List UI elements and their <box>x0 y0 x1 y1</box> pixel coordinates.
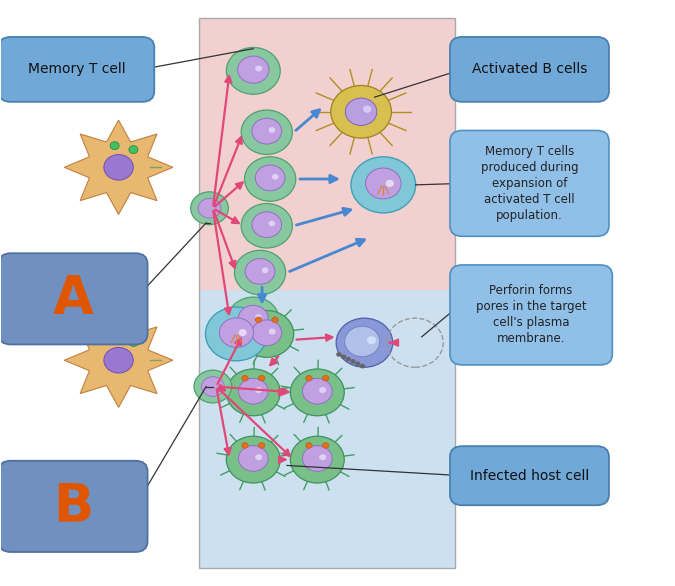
Polygon shape <box>64 120 173 214</box>
Text: Perforin forms
pores in the target
cell's plasma
membrane.: Perforin forms pores in the target cell'… <box>476 284 587 345</box>
FancyBboxPatch shape <box>0 253 148 345</box>
FancyBboxPatch shape <box>0 461 148 552</box>
Circle shape <box>366 168 401 199</box>
Circle shape <box>290 436 344 483</box>
Circle shape <box>205 307 267 361</box>
Circle shape <box>252 212 281 237</box>
Circle shape <box>238 379 268 404</box>
Circle shape <box>269 221 275 226</box>
Circle shape <box>336 352 342 357</box>
Circle shape <box>239 329 246 336</box>
Circle shape <box>255 454 262 461</box>
Circle shape <box>255 314 262 320</box>
Circle shape <box>238 445 268 471</box>
Circle shape <box>129 339 138 346</box>
Text: Activated B cells: Activated B cells <box>472 62 587 76</box>
Circle shape <box>302 379 332 404</box>
Circle shape <box>242 376 248 381</box>
Circle shape <box>319 454 326 461</box>
Circle shape <box>241 110 292 155</box>
Circle shape <box>226 369 280 416</box>
Circle shape <box>129 146 138 154</box>
Circle shape <box>245 258 275 284</box>
FancyBboxPatch shape <box>450 37 609 102</box>
Circle shape <box>227 297 279 342</box>
Circle shape <box>259 442 265 448</box>
Circle shape <box>242 442 248 448</box>
Text: Infected host cell: Infected host cell <box>470 469 589 483</box>
FancyBboxPatch shape <box>450 131 609 236</box>
Text: A: A <box>53 273 94 325</box>
FancyBboxPatch shape <box>450 265 612 365</box>
Circle shape <box>272 317 278 322</box>
Circle shape <box>331 86 392 138</box>
Circle shape <box>346 98 377 125</box>
Circle shape <box>306 376 313 381</box>
Circle shape <box>363 105 371 113</box>
Circle shape <box>110 142 119 149</box>
Circle shape <box>255 317 262 322</box>
Circle shape <box>350 359 356 364</box>
FancyBboxPatch shape <box>199 18 456 290</box>
Circle shape <box>194 370 232 403</box>
Circle shape <box>252 118 281 144</box>
Circle shape <box>255 387 262 393</box>
Circle shape <box>202 377 224 396</box>
Circle shape <box>234 250 286 295</box>
Text: Memory T cell: Memory T cell <box>28 62 126 76</box>
Circle shape <box>110 335 119 343</box>
Circle shape <box>238 56 269 83</box>
Circle shape <box>385 180 394 187</box>
Circle shape <box>269 329 275 335</box>
FancyBboxPatch shape <box>199 290 456 568</box>
Circle shape <box>219 318 254 347</box>
Circle shape <box>336 318 393 367</box>
Circle shape <box>104 347 133 373</box>
Circle shape <box>272 174 279 180</box>
Circle shape <box>306 442 313 448</box>
Circle shape <box>240 311 294 357</box>
Circle shape <box>198 199 221 218</box>
Circle shape <box>355 362 360 366</box>
Circle shape <box>290 369 344 416</box>
Circle shape <box>190 192 228 224</box>
Circle shape <box>346 357 351 362</box>
Circle shape <box>226 47 280 94</box>
Circle shape <box>269 127 275 133</box>
Circle shape <box>367 336 376 344</box>
Circle shape <box>104 155 133 180</box>
Circle shape <box>255 165 285 191</box>
Circle shape <box>255 66 262 71</box>
Circle shape <box>345 326 380 357</box>
Circle shape <box>226 436 280 483</box>
FancyBboxPatch shape <box>0 37 155 102</box>
Circle shape <box>319 387 326 393</box>
Text: Memory T cells
produced during
expansion of
activated T cell
population.: Memory T cells produced during expansion… <box>481 145 578 222</box>
Polygon shape <box>64 313 173 407</box>
Circle shape <box>252 320 281 346</box>
Circle shape <box>244 157 296 201</box>
Circle shape <box>259 376 265 381</box>
Circle shape <box>323 376 329 381</box>
Circle shape <box>262 267 269 273</box>
Circle shape <box>241 203 292 248</box>
FancyBboxPatch shape <box>450 446 609 505</box>
Circle shape <box>302 445 332 471</box>
Circle shape <box>238 305 268 331</box>
Circle shape <box>351 157 416 213</box>
Circle shape <box>323 442 329 448</box>
Circle shape <box>341 355 346 359</box>
Text: B: B <box>53 481 93 533</box>
Circle shape <box>360 364 365 369</box>
